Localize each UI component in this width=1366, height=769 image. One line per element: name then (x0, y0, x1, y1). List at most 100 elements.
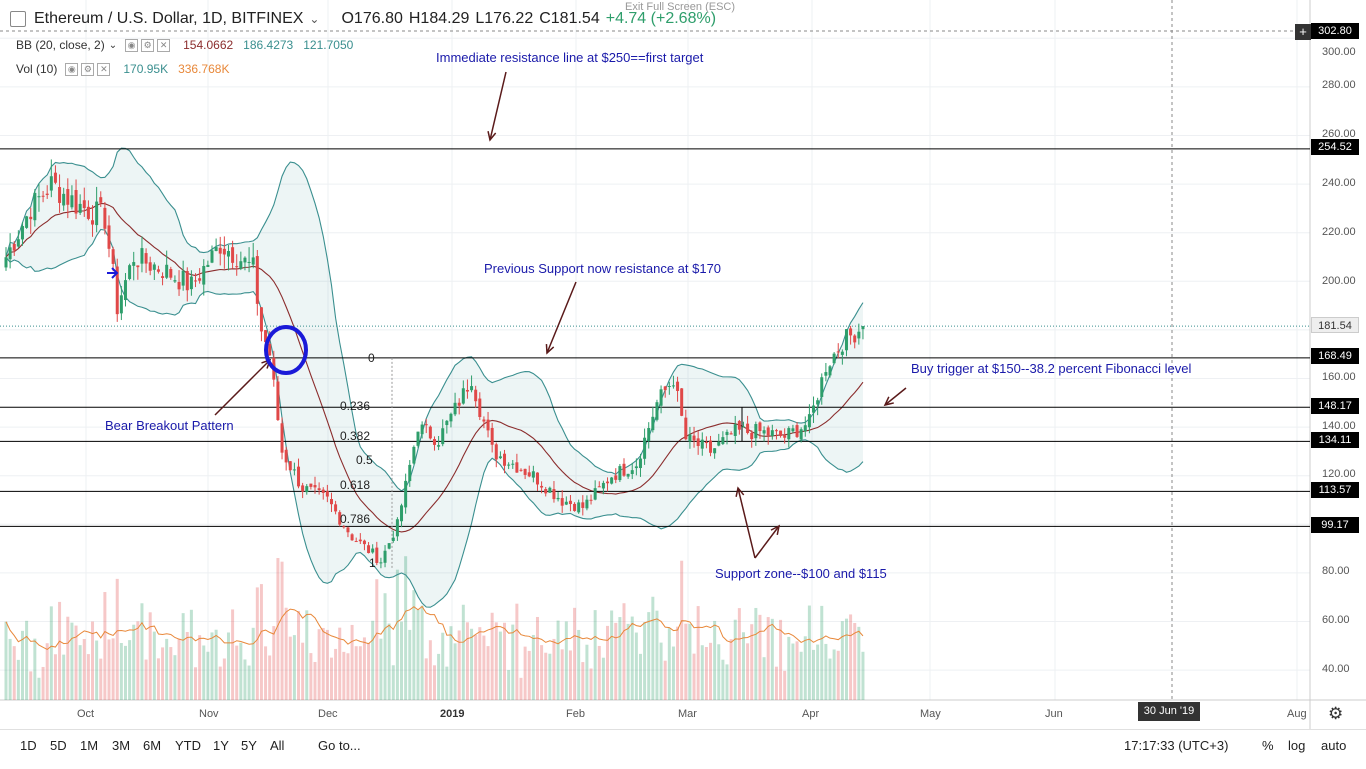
candle-body (280, 423, 284, 453)
candle-body (95, 201, 99, 226)
x-tick-may: May (920, 708, 941, 720)
timeframe-5d[interactable]: 5D (50, 738, 67, 753)
candle-body (445, 420, 449, 426)
volume-bar (428, 640, 432, 700)
candle-body (342, 526, 346, 528)
volume-bar (766, 617, 770, 700)
annotation-buy-trigger[interactable]: Buy trigger at $150--38.2 percent Fibona… (911, 361, 1192, 376)
percent-scale-toggle[interactable]: % (1262, 738, 1274, 753)
candle-body (247, 261, 251, 263)
volume-bar (272, 626, 276, 700)
volume-bar (334, 648, 338, 700)
volume-bar (750, 624, 754, 700)
volume-bar (20, 630, 24, 700)
candle-body (301, 485, 305, 492)
candle-body (585, 499, 589, 509)
candle-body (626, 473, 630, 477)
symbol-title[interactable]: Ethereum / U.S. Dollar, 1D, BITFINEX (34, 10, 304, 27)
volume-indicator-legend[interactable]: Vol (10) ◉ ⚙ ✕ 170.95K 336.768K (16, 60, 239, 78)
candle-body (618, 466, 622, 481)
gear-icon[interactable]: ⚙ (1328, 704, 1344, 723)
volume-bar (626, 623, 630, 700)
timeframe-3m[interactable]: 3M (112, 738, 131, 753)
close-icon[interactable]: ✕ (157, 38, 171, 52)
timeframe-1d[interactable]: 1D (20, 738, 37, 753)
y-tick-label: 120.00 (1322, 468, 1356, 480)
volume-bar (99, 658, 103, 700)
annotation-bear-breakout[interactable]: Bear Breakout Pattern (105, 418, 234, 433)
timeframe-1y[interactable]: 1Y (213, 738, 229, 753)
volume-bar (321, 627, 325, 700)
volume-bar (305, 610, 309, 700)
candle-body (630, 470, 634, 475)
candle-body (807, 414, 811, 428)
volume-bar (128, 640, 132, 700)
timeframe-5y[interactable]: 5Y (241, 738, 257, 753)
eye-icon[interactable]: ◉ (65, 62, 79, 76)
bear-breakout-circle (264, 325, 308, 375)
volume-bar (597, 645, 601, 700)
volume-bar (222, 658, 226, 700)
candle-body (470, 386, 474, 391)
annotation-resistance-170[interactable]: Previous Support now resistance at $170 (484, 261, 722, 276)
volume-bar (107, 639, 111, 700)
candle-body (836, 351, 840, 353)
candle-body (478, 398, 482, 417)
candle-body (577, 502, 581, 513)
volume-bar (725, 664, 729, 700)
volume-bar (647, 612, 651, 700)
gear-icon[interactable]: ⚙ (141, 38, 155, 52)
annotation-resistance-250[interactable]: Immediate resistance line at $250==first… (436, 50, 704, 65)
volume-bar (585, 644, 589, 700)
eye-icon[interactable]: ◉ (125, 38, 139, 52)
volume-bar (194, 667, 198, 700)
candle-body (573, 503, 577, 511)
candle-body (8, 247, 12, 260)
volume-bar (41, 666, 45, 700)
candle-body (498, 456, 502, 459)
exit-fullscreen-hint[interactable]: Exit Full Screen (ESC) (625, 1, 736, 13)
volume-bar (568, 650, 572, 700)
chart-settings-icon[interactable] (10, 11, 26, 27)
timeframe-all[interactable]: All (270, 738, 285, 753)
candle-body (367, 545, 371, 554)
timeframe-ytd[interactable]: YTD (175, 738, 201, 753)
chevron-down-icon[interactable]: ⌄ (108, 39, 118, 51)
candle-body (692, 435, 696, 441)
candle-body (457, 402, 461, 406)
candle-body (313, 485, 317, 488)
log-scale-toggle[interactable]: log (1288, 738, 1306, 753)
candle-body (465, 389, 469, 392)
chevron-down-icon[interactable]: ⌄ (309, 12, 320, 26)
candle-body (391, 537, 395, 541)
volume-bar (231, 609, 235, 700)
volume-bar (457, 630, 461, 700)
candle-body (33, 192, 37, 221)
add-alert-button[interactable]: + (1295, 24, 1311, 40)
candle-body (647, 428, 651, 441)
clock[interactable]: 17:17:33 (UTC+3) (1124, 738, 1229, 753)
candle-body (507, 464, 511, 466)
timeframe-1m[interactable]: 1M (80, 738, 99, 753)
close-icon[interactable]: ✕ (97, 62, 111, 76)
candle-body (128, 265, 132, 279)
candle-body (568, 500, 572, 505)
gear-icon[interactable]: ⚙ (81, 62, 95, 76)
vol-label[interactable]: Vol (10) (16, 62, 58, 76)
volume-bar (482, 635, 486, 700)
volume-bar (136, 621, 140, 700)
volume-bar (239, 642, 243, 700)
x-tick-nov: Nov (199, 708, 219, 720)
timeframe-6m[interactable]: 6M (143, 738, 162, 753)
bb-label[interactable]: BB (20, close, 2) (16, 38, 105, 52)
candle-body (329, 499, 333, 505)
goto-date-button[interactable]: Go to... (318, 738, 361, 753)
bollinger-indicator-legend[interactable]: BB (20, close, 2) ⌄ ◉ ⚙ ✕ 154.0662 186.427… (16, 36, 363, 54)
volume-bar (379, 638, 383, 700)
auto-scale-toggle[interactable]: auto (1321, 738, 1347, 753)
volume-bar (408, 629, 412, 700)
volume-bar (840, 621, 844, 700)
price-tag-134: 134.11 (1311, 432, 1359, 448)
annotation-support-zone[interactable]: Support zone--$100 and $115 (715, 566, 887, 581)
